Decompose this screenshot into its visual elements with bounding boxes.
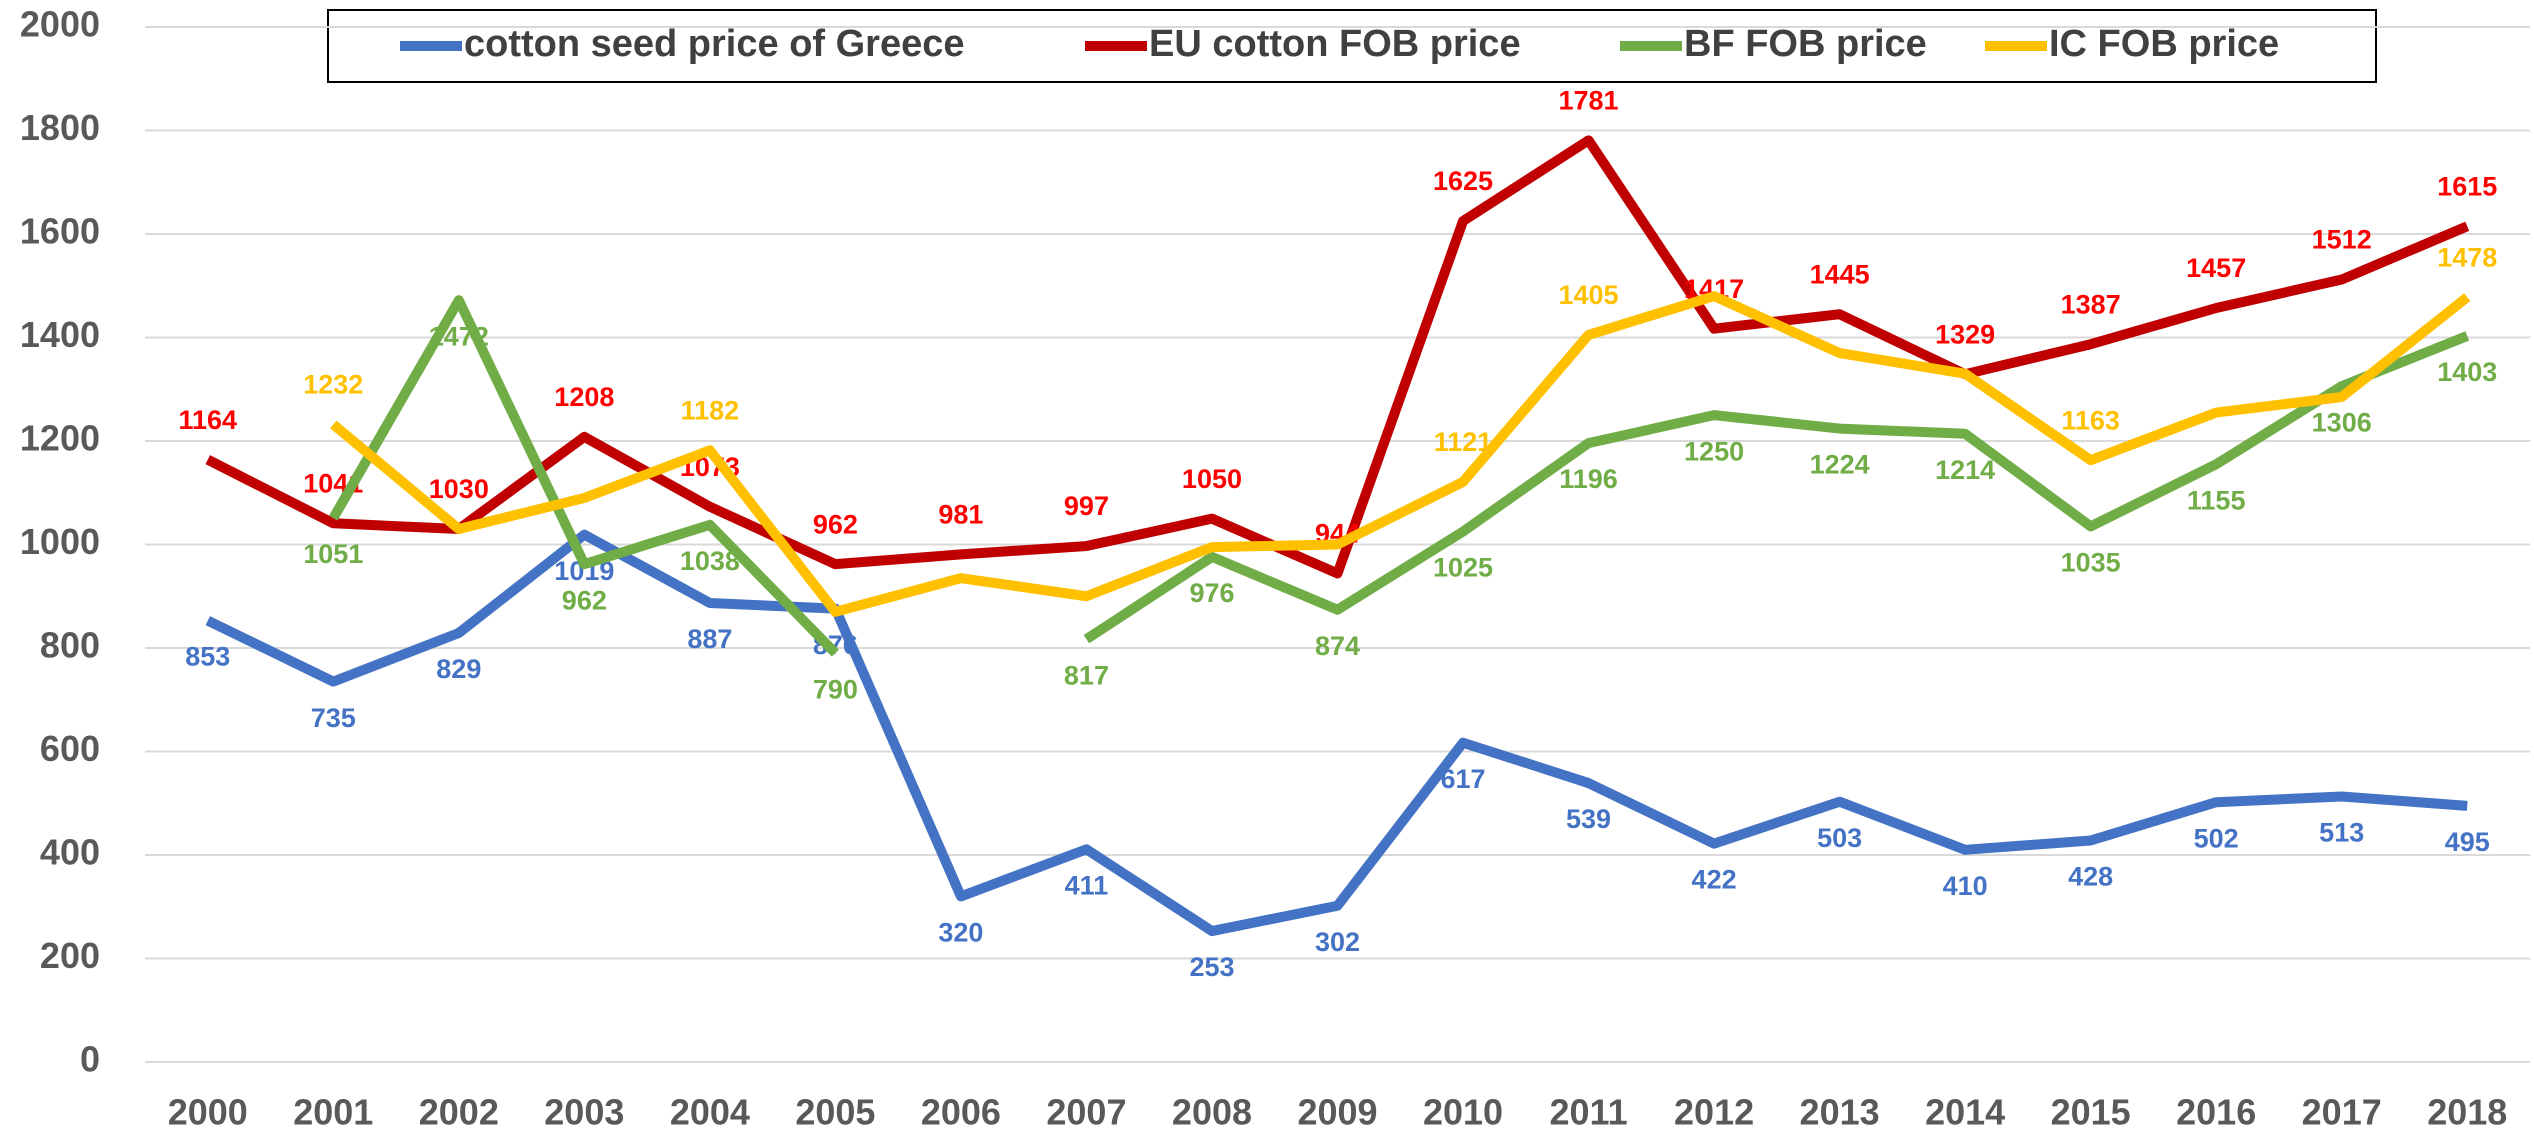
y-tick-label: 200 [40,935,100,976]
data-label: 1232 [303,370,363,400]
data-label: 1038 [680,546,740,576]
series-line [205,529,2468,937]
y-tick-label: 1000 [20,521,100,562]
x-tick-label: 2010 [1423,1092,1503,1133]
data-label: 1155 [2187,485,2246,515]
y-tick-label: 800 [40,625,100,666]
data-label: 617 [1440,764,1485,794]
data-label: 1051 [303,539,363,569]
legend-label: BF FOB price [1684,23,1927,65]
legend-label: cotton seed price of Greece [464,23,965,65]
data-label: 495 [2445,827,2490,857]
x-tick-label: 2007 [1046,1092,1126,1133]
data-label: 1035 [2061,548,2121,578]
x-tick-label: 2017 [2302,1092,2382,1133]
data-label: 976 [1189,578,1234,608]
data-label: 981 [938,499,983,529]
x-tick-label: 2012 [1674,1092,1754,1133]
data-label: 410 [1943,871,1988,901]
data-label: 997 [1064,491,1109,521]
y-tick-label: 1400 [20,314,100,355]
data-label: 1208 [554,382,614,412]
x-tick-label: 2000 [168,1092,248,1133]
x-tick-label: 2001 [293,1092,373,1133]
data-label: 302 [1315,927,1360,957]
data-label: 1457 [2186,253,2246,283]
data-label: 503 [1817,823,1862,853]
data-label: 1625 [1433,166,1493,196]
x-tick-label: 2018 [2427,1092,2507,1133]
data-label: 422 [1692,865,1737,895]
data-label: 1403 [2437,357,2497,387]
x-tick-label: 2009 [1297,1092,1377,1133]
x-tick-label: 2014 [1925,1092,2005,1133]
data-label: 502 [2194,823,2239,853]
x-tick-label: 2005 [795,1092,875,1133]
x-tick-label: 2006 [921,1092,1001,1133]
y-tick-label: 0 [80,1039,100,1080]
data-label: 1405 [1559,280,1619,310]
data-label: 735 [311,703,356,733]
y-tick-label: 2000 [20,4,100,45]
data-label: 411 [1065,870,1109,900]
series-line [330,291,2471,617]
y-tick-label: 400 [40,832,100,873]
data-label: 853 [185,642,230,672]
y-tick-label: 1200 [20,418,100,459]
data-label: 1472 [429,321,489,351]
data-label: 428 [2068,862,2113,892]
data-label: 513 [2319,818,2364,848]
data-label: 1329 [1935,319,1995,349]
data-label: 1163 [2061,405,2120,435]
x-tick-label: 2003 [544,1092,624,1133]
data-label: 320 [938,918,983,948]
data-label: 1387 [2061,289,2121,319]
series-line [328,295,839,657]
data-label: 1615 [2437,171,2497,201]
y-tick-label: 600 [40,728,100,769]
data-label: 1164 [178,405,237,435]
data-label: 539 [1566,804,1611,834]
data-label: 253 [1189,952,1234,982]
data-label: 1196 [1559,464,1618,494]
data-label: 1214 [1935,455,1995,485]
x-tick-label: 2002 [419,1092,499,1133]
series-line [1083,331,2470,644]
data-label: 1030 [429,474,489,504]
data-label: 1781 [1559,85,1619,115]
data-label: 1025 [1433,553,1493,583]
data-label: 1050 [1182,464,1242,494]
x-tick-label: 2013 [1800,1092,1880,1133]
data-label: 790 [813,674,858,704]
x-tick-label: 2004 [670,1092,750,1133]
legend-label: IC FOB price [2049,23,2279,65]
data-label: 1445 [1810,259,1870,289]
data-label: 962 [562,585,607,615]
data-label: 1478 [2437,242,2497,272]
data-label: 1306 [2312,407,2372,437]
x-tick-label: 2016 [2176,1092,2256,1133]
data-label: 1182 [681,395,740,425]
data-label: 1512 [2312,225,2372,255]
y-tick-label: 1600 [20,211,100,252]
y-tick-label: 1800 [20,107,100,148]
data-label: 829 [436,654,481,684]
x-tick-label: 2011 [1549,1092,1627,1133]
series-line [205,135,2470,579]
data-label: 1250 [1684,436,1744,466]
legend-label: EU cotton FOB price [1149,23,1521,65]
data-label: 962 [813,509,858,539]
data-label: 817 [1064,660,1109,690]
data-label: 1121 [1434,427,1493,457]
x-tick-label: 2015 [2051,1092,2131,1133]
data-label: 1224 [1810,450,1870,480]
x-tick-label: 2008 [1172,1092,1252,1133]
data-label: 887 [687,624,732,654]
data-label: 874 [1315,631,1360,661]
